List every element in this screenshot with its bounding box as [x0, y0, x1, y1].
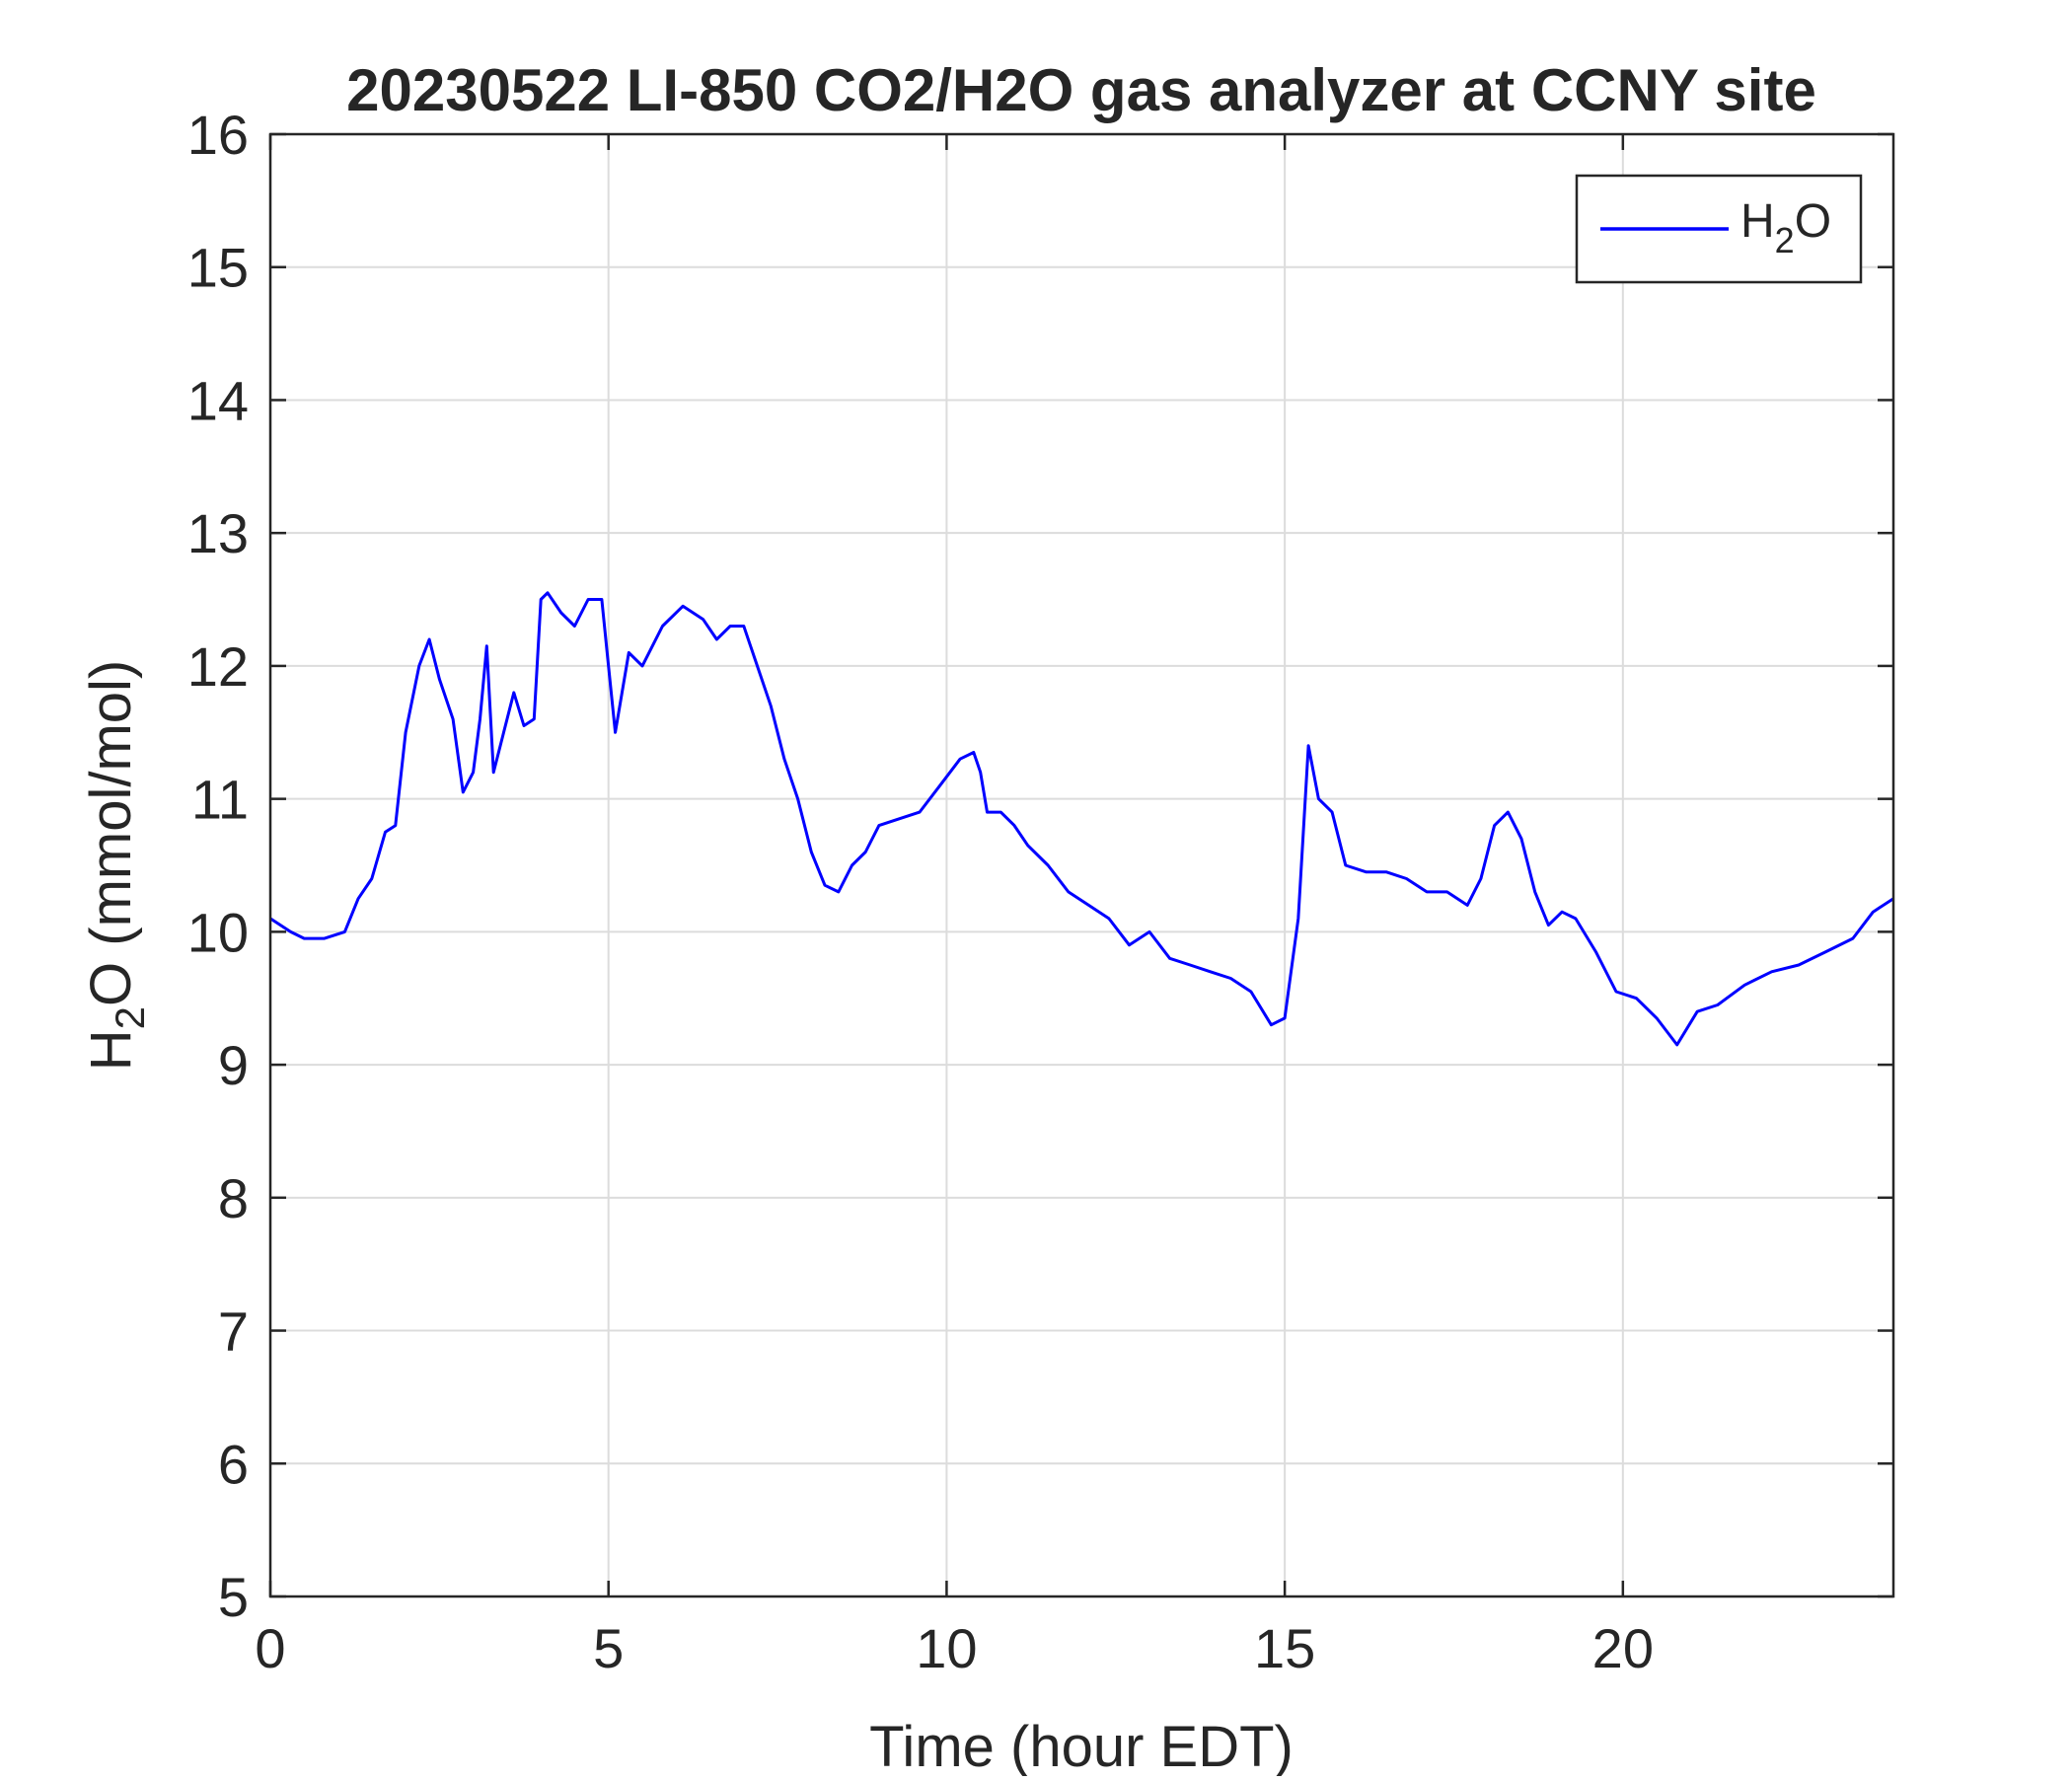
y-tick-label: 9: [218, 1034, 249, 1096]
y-tick-label: 6: [218, 1433, 249, 1495]
y-tick-label: 7: [218, 1300, 249, 1363]
y-tick-label: 12: [187, 635, 249, 698]
y-tick-label: 13: [187, 502, 249, 564]
series-line-h2o: [269, 591, 1894, 1047]
y-axis-label-rest: O (mmol/mol): [79, 660, 143, 1006]
y-tick-label: 10: [187, 901, 249, 963]
legend: H2O: [1575, 174, 1863, 284]
y-tick-label: 5: [218, 1566, 249, 1628]
y-tick-label: 11: [191, 769, 249, 831]
y-tick-label: 16: [187, 104, 249, 166]
y-tick-label: 15: [187, 237, 249, 299]
x-tick-label: 15: [1254, 1617, 1315, 1679]
legend-label-h: H: [1740, 195, 1775, 248]
chart-title: 20230522 LI-850 CO2/H2O gas analyzer at …: [346, 57, 1816, 123]
data-layer: [269, 591, 1894, 1047]
axes-box: [268, 132, 1895, 1598]
legend-label-subscript: 2: [1775, 220, 1795, 260]
grid-layer: [269, 133, 1893, 1597]
y-tick-label: 8: [218, 1167, 249, 1229]
x-tick-label: 0: [255, 1617, 285, 1679]
x-axis-label: Time (hour EDT): [869, 1715, 1294, 1776]
plot-area: [270, 134, 1893, 1596]
legend-label-rest: O: [1795, 195, 1831, 248]
x-tick-label: 20: [1592, 1617, 1654, 1679]
y-axis-label-subscript: 2: [107, 1006, 153, 1029]
y-axis-label: H2O (mmol/mol): [79, 660, 153, 1071]
y-tick-label: 14: [187, 369, 249, 431]
y-axis-label-h: H: [79, 1029, 143, 1071]
legend-entry-h2o: H2O: [1740, 195, 1831, 260]
x-tick-label: 10: [916, 1617, 977, 1679]
x-tick-label: 5: [593, 1617, 624, 1679]
